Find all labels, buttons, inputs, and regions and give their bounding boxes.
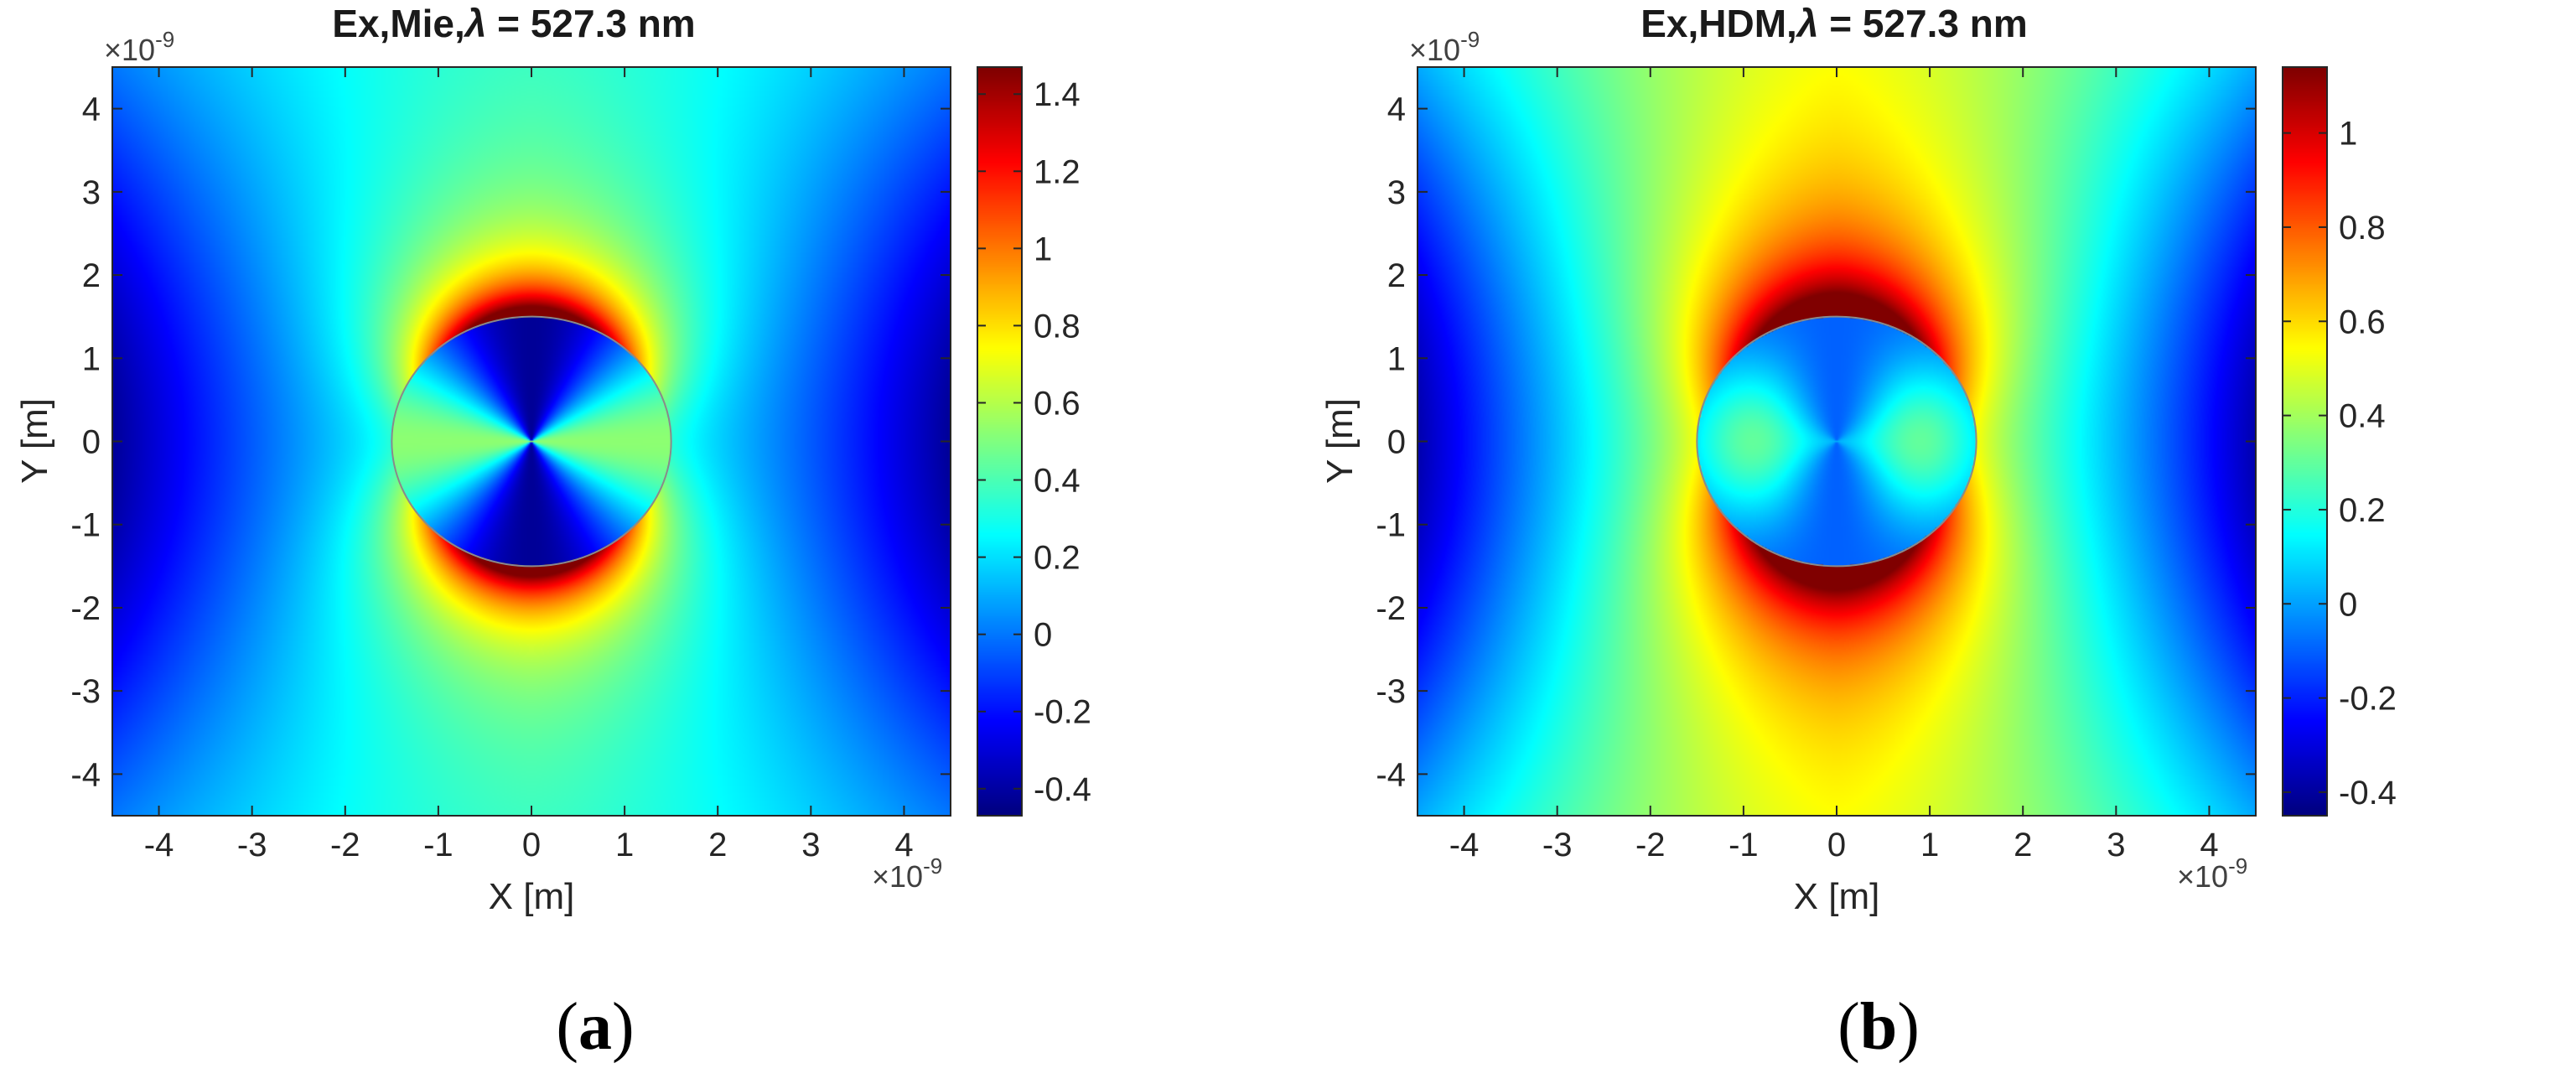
chart-b-x-tick-label: 1: [1920, 827, 1939, 863]
chart-b-x-tick-label: -1: [1729, 827, 1759, 863]
chart-b-colorbar-tick-label: 0: [2339, 586, 2357, 623]
panel-a: Ex,Mie,λ = 527.3 nm -4 -3 -2 -1 0 1 2 3 4 4 3 2 1 0 -1…: [14, 2, 1091, 1064]
panel-b-caption: (b): [1837, 990, 1920, 1064]
chart-a-x-tick-label: -4: [144, 827, 174, 863]
chart-b-colorbar-tick-label: 0.4: [2339, 398, 2386, 435]
chart-a-svg: Ex,Mie,λ = 527.3 nm -4 -3 -2 -1 0 1 2 3 4 4 3 2 1 0 -1…: [14, 2, 1091, 917]
chart-b-sphere-outline: [1696, 315, 1977, 568]
chart-a-colorbar-tick-label: 1.4: [1034, 76, 1081, 113]
chart-a-y-tick-label: -2: [70, 590, 101, 627]
chart-a-x-tick-label: -1: [423, 827, 454, 863]
panel-a-caption: (a): [556, 990, 635, 1064]
chart-a-x-tick-label: 3: [801, 827, 820, 863]
chart-a-colorbar: [977, 67, 1022, 816]
chart-b-colorbar-tick-label: 0.8: [2339, 210, 2386, 246]
chart-a-y-tick-label: 1: [82, 340, 101, 377]
chart-b-y-tick-label: 4: [1387, 91, 1406, 128]
chart-b-colorbar-tick-label: -0.2: [2339, 681, 2397, 718]
chart-a-x-tick-label: 1: [615, 827, 634, 863]
chart-a-colorbar-tick-label: -0.4: [1034, 771, 1091, 808]
chart-b-colorbar: [2283, 67, 2327, 816]
chart-a-colorbar-tick-label: 0.2: [1034, 540, 1081, 577]
chart-b-y-multiplier: ×10-9: [1409, 27, 1480, 67]
chart-a-x-tick-label: 4: [894, 827, 913, 863]
chart-a-x-tick-label: 2: [708, 827, 727, 863]
chart-a-colorbar-tick-label: 0.4: [1034, 463, 1081, 500]
chart-b-colorbar-tick-label: 0.6: [2339, 303, 2386, 340]
chart-b-x-tick-label: -4: [1449, 827, 1480, 863]
chart-a-x-tick-label: -2: [330, 827, 360, 863]
chart-b-colorbar-frame: [2282, 66, 2328, 817]
chart-b-title: Ex,HDM,λ = 527.3 nm: [1640, 2, 2028, 45]
chart-a-sphere-outline: [391, 315, 672, 568]
chart-b-x-tick-label: -2: [1635, 827, 1666, 863]
chart-a-x-tick-label: 0: [522, 827, 541, 863]
chart-b-colorbar-tick-label: 0.2: [2339, 492, 2386, 529]
chart-b-ticks: -4 -3 -2 -1 0 1 2 3 4 4 3 2 1 0 -1 -2 -3 -4: [1376, 67, 2256, 863]
chart-a-title: Ex,Mie,λ = 527.3 nm: [332, 2, 695, 45]
chart-b-y-tick-label: 3: [1387, 174, 1406, 211]
chart-b-x-tick-label: 4: [2200, 827, 2218, 863]
chart-a-heatmap: [112, 67, 951, 816]
chart-b-x-tick-label: 0: [1827, 827, 1846, 863]
chart-a-ticks: -4 -3 -2 -1 0 1 2 3 4 4 3 2 1 0 -1 -2 -3 -4: [70, 67, 951, 863]
chart-a-colorbar-frame: [977, 66, 1023, 817]
chart-a-y-tick-label: 0: [82, 424, 101, 461]
chart-a-y-tick-label: 3: [82, 174, 101, 211]
chart-b-y-tick-label: 1: [1387, 340, 1406, 377]
chart-a-y-multiplier: ×10-9: [104, 27, 174, 67]
chart-a-y-tick-label: -1: [70, 507, 101, 544]
chart-b-heatmap: [1418, 67, 2256, 816]
chart-b-y-tick-label: 2: [1387, 257, 1406, 294]
chart-a-y-label: Y [m]: [14, 398, 55, 484]
chart-b-x-tick-label: 2: [2014, 827, 2032, 863]
chart-a-y-tick-label: -3: [70, 673, 101, 710]
chart-a-colorbar-tick-label: 0.8: [1034, 308, 1081, 345]
chart-a-x-tick-label: -3: [237, 827, 267, 863]
chart-a-y-tick-label: 2: [82, 257, 101, 294]
chart-a-colorbar-tick-label: -0.2: [1034, 694, 1091, 731]
chart-b-colorbar-tick-label: -0.4: [2339, 775, 2397, 812]
chart-a-x-multiplier: ×10-9: [872, 853, 942, 894]
chart-b-x-multiplier: ×10-9: [2177, 853, 2247, 894]
chart-b-y-tick-label: 0: [1387, 424, 1406, 461]
chart-b-colorbar-ticks: 1 0.8 0.6 0.4 0.2 0 -0.2 -0.4: [2283, 116, 2397, 812]
chart-a-colorbar-tick-label: 1: [1034, 231, 1052, 267]
chart-b-x-tick-label: -3: [1542, 827, 1573, 863]
chart-b-x-tick-label: 3: [2107, 827, 2125, 863]
chart-b-svg: Ex,HDM,λ = 527.3 nm -4 -3 -2 -1 0 1 2 3 4 4 3 2 1 0 -1…: [1319, 2, 2397, 917]
chart-b-x-label: X [m]: [1794, 876, 1880, 917]
chart-a-colorbar-tick-label: 0.6: [1034, 385, 1081, 422]
chart-a-colorbar-ticks: 1.4 1.2 1 0.8 0.6 0.4 0.2 0 -0.2 -0.4: [977, 76, 1091, 808]
panel-b: Ex,HDM,λ = 527.3 nm -4 -3 -2 -1 0 1 2 3 4 4 3 2 1 0 -1…: [1288, 0, 2576, 1089]
chart-b-y-tick-label: -3: [1376, 673, 1406, 710]
chart-a-y-tick-label: 4: [82, 91, 101, 128]
chart-a-colorbar-tick-label: 0: [1034, 617, 1052, 654]
chart-b-y-tick-label: -1: [1376, 507, 1406, 544]
chart-a-colorbar-tick-label: 1.2: [1034, 153, 1081, 190]
chart-b-colorbar-tick-label: 1: [2339, 116, 2357, 153]
chart-a-x-label: X [m]: [489, 876, 575, 917]
chart-a-y-tick-label: -4: [70, 756, 101, 793]
chart-b-y-tick-label: -2: [1376, 590, 1406, 627]
chart-b-y-tick-label: -4: [1376, 756, 1406, 793]
chart-b-y-label: Y [m]: [1319, 398, 1361, 484]
